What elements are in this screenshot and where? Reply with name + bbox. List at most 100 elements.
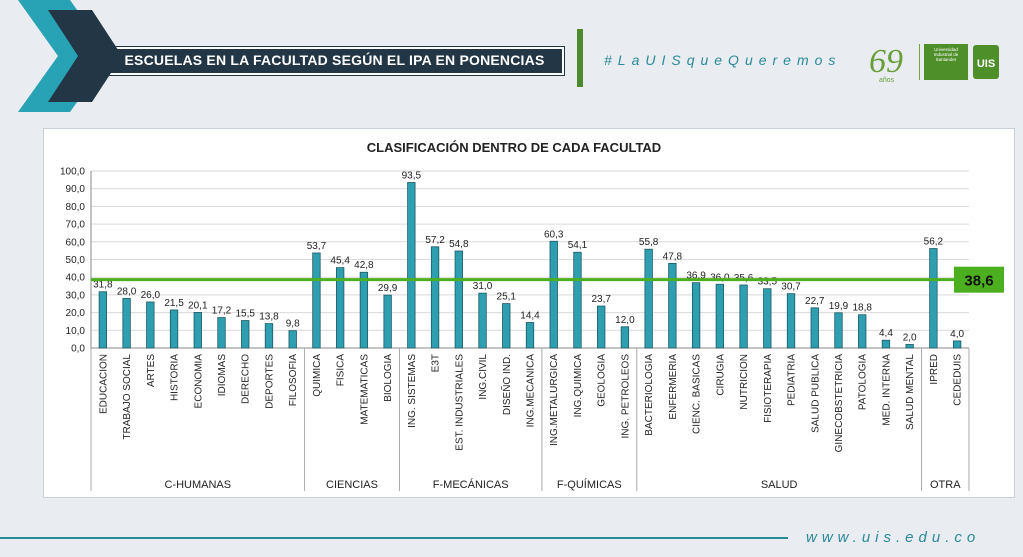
data-label: 31,0: [473, 281, 493, 292]
university-name-block: Universidad Industrial de Santander: [924, 44, 968, 80]
bar: [810, 307, 819, 349]
x-tick-label: FILOSOFIA: [288, 354, 299, 407]
bar: [312, 252, 321, 349]
x-tick-label: ING.QUIMICA: [573, 354, 584, 418]
data-label: 54,1: [568, 240, 588, 251]
bar: [691, 282, 701, 349]
x-tick-label: ING.METALURGICA: [549, 354, 560, 446]
bar: [146, 301, 155, 349]
x-tick-label: MED. INTERNA: [881, 354, 892, 426]
x-tick-label: SALUD MENTAL: [905, 354, 916, 430]
bar: [597, 305, 606, 349]
x-tick-label: ECONOMIA: [193, 354, 204, 409]
anniversary-logo: 69 años: [869, 43, 903, 84]
group-label: OTRA: [930, 479, 961, 491]
x-tick-label: FISICA: [336, 354, 347, 387]
header-accent-bar: [577, 29, 583, 87]
group-label: F-MECÁNICAS: [433, 478, 509, 491]
x-tick-label: MATEMATICAS: [359, 354, 370, 425]
x-tick-label: ING.CIVIL: [478, 354, 489, 400]
y-tick-label: 30,0: [66, 290, 86, 301]
group-label: SALUD: [761, 479, 798, 491]
x-tick-label: DISEÑO IND.: [500, 354, 513, 415]
footer-url: www.uis.edu.co: [806, 529, 981, 546]
x-tick-label: IPRED: [929, 354, 940, 385]
data-label: 54,8: [449, 239, 469, 250]
x-tick-label: QUIMICA: [312, 354, 323, 397]
data-label: 28,0: [117, 286, 137, 297]
x-tick-label: ENFERMERIA: [668, 354, 679, 420]
y-tick-label: 10,0: [66, 326, 86, 337]
bar: [834, 312, 843, 349]
bar: [122, 298, 131, 349]
x-tick-label: ING. PETROLEOS: [620, 354, 631, 439]
bar: [336, 267, 345, 349]
data-label: 29,9: [378, 283, 398, 294]
bar: [668, 262, 677, 349]
uis-seal-logo: UIS: [973, 45, 999, 79]
bar: [478, 292, 487, 349]
decorative-chevrons: [18, 0, 120, 112]
data-label: 57,2: [425, 235, 445, 246]
data-label: 36,0: [710, 272, 730, 283]
group-label: CIENCIAS: [326, 479, 378, 491]
data-label: 26,0: [141, 290, 161, 301]
bar-chart: CLASIFICACIÓN DENTRO DE CADA FACULTAD 0,0…: [60, 140, 1004, 491]
data-label: 2,0: [903, 332, 917, 343]
bar: [881, 339, 891, 349]
bar: [430, 246, 440, 349]
x-tick-label: SALUD PUBLICA: [810, 354, 821, 433]
x-tick-label: TRABAJO SOCIAL: [122, 354, 133, 440]
data-label: 4,0: [950, 329, 964, 340]
data-label: 30,7: [781, 282, 801, 293]
x-tick-label: CEDEDUIS: [953, 354, 964, 406]
bar: [169, 309, 179, 349]
data-label: 36,9: [686, 271, 706, 282]
university-name: Universidad Industrial de Santander: [933, 47, 959, 62]
footer-line: [0, 537, 788, 539]
bar: [573, 251, 582, 349]
average-label: 38,6: [964, 273, 993, 290]
data-label: 45,4: [330, 256, 350, 267]
bar: [715, 283, 724, 349]
data-label: 31,8: [93, 280, 113, 291]
bar: [525, 322, 535, 349]
y-tick-label: 40,0: [66, 273, 86, 284]
y-tick-label: 100,0: [60, 167, 85, 178]
data-label: 21,5: [164, 298, 184, 309]
y-tick-label: 20,0: [66, 308, 86, 319]
bar: [739, 284, 748, 349]
bar: [929, 248, 938, 349]
x-tick-label: EDUCACION: [98, 354, 109, 414]
bar: [763, 288, 772, 349]
bar: [786, 293, 796, 349]
x-tick-label: GEOLOGIA: [597, 354, 608, 407]
bar: [264, 323, 274, 349]
average-badge: [954, 266, 1004, 293]
data-label: 53,7: [307, 241, 327, 252]
bar: [952, 340, 962, 349]
hashtag-text: #LaUISqueQueremos: [604, 52, 842, 68]
x-tick-label: ING.MECANICA: [526, 354, 537, 428]
x-tick-label: GINECOBSTETRICIA: [834, 354, 845, 453]
data-label: 56,2: [924, 237, 944, 248]
y-tick-label: 90,0: [66, 184, 86, 195]
data-label: 33,5: [758, 277, 778, 288]
x-tick-label: DEPORTES: [264, 354, 275, 409]
x-tick-label: BIOLOGIA: [383, 354, 394, 402]
group-label: C-HUMANAS: [164, 479, 231, 491]
page-title: ESCUELAS EN LA FACULTAD SEGÚN EL IPA EN …: [124, 52, 545, 68]
x-tick-label: CIRUGIA: [715, 354, 726, 396]
data-label: 55,8: [639, 237, 659, 248]
x-tick-label: PATOLOGIA: [858, 354, 869, 410]
bar: [644, 248, 653, 349]
data-label: 22,7: [805, 296, 825, 307]
bar: [193, 312, 202, 349]
bar: [217, 317, 226, 349]
bar: [288, 330, 297, 349]
data-label: 23,7: [591, 294, 611, 305]
group-label: F-QUÍMICAS: [557, 478, 622, 491]
anniversary-number: 69: [869, 43, 903, 80]
x-tick-label: CIENC. BASICAS: [692, 354, 703, 434]
bar: [98, 291, 108, 349]
